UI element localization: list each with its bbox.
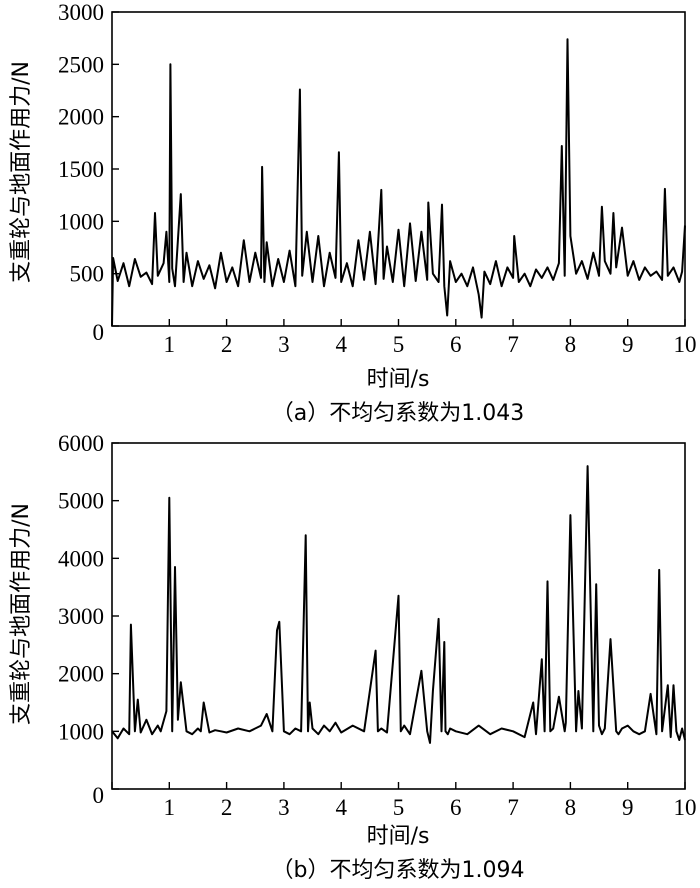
panel-b-x-tick-label: 1 bbox=[164, 795, 176, 820]
panel-b-y-tick-label: 2000 bbox=[58, 662, 104, 687]
panel-b-y-tick-label: 0 bbox=[93, 783, 105, 808]
panel-b-plot-frame bbox=[111, 442, 686, 790]
panel-b-y-tick-labels: 0 1000 2000 3000 4000 5000 6000 bbox=[58, 431, 104, 808]
panel-b-y-tick-label: 6000 bbox=[58, 431, 104, 456]
panel-b-caption: （b）不均匀系数为1.094 bbox=[272, 858, 525, 883]
panel-b-x-tick-label: 5 bbox=[393, 795, 405, 820]
panel-b-series-line bbox=[111, 465, 686, 744]
panel-b-y-tick-label: 5000 bbox=[58, 489, 104, 514]
panel-a-x-tick-label: 8 bbox=[565, 332, 577, 357]
panel-a-x-tick-label: 10 bbox=[674, 332, 697, 357]
panel-a-x-tick-labels: 1 2 3 4 5 6 7 8 9 10 bbox=[164, 332, 697, 357]
panel-a-y-tick-label: 2500 bbox=[58, 52, 104, 77]
panel-a-x-tick-label: 4 bbox=[335, 332, 347, 357]
panel-a-x-tick-label: 3 bbox=[278, 332, 290, 357]
panel-b-x-tick-label: 6 bbox=[450, 795, 462, 820]
panel-b-x-tick-label: 3 bbox=[278, 795, 290, 820]
panel-b-y-tick-label: 4000 bbox=[58, 546, 104, 571]
panel-a-plot-frame bbox=[111, 11, 686, 327]
panel-a-x-tick-label: 7 bbox=[507, 332, 519, 357]
panel-b-x-axis-label: 时间/s bbox=[367, 824, 430, 849]
panel-a-x-tick-label: 6 bbox=[450, 332, 462, 357]
panel-b-x-tick-label: 7 bbox=[507, 795, 519, 820]
chart-panel-a: 1 2 3 4 5 6 7 8 9 10 0 500 1000 1500 2000 2500 3000 时间/… bbox=[9, 0, 697, 426]
panel-a-y-tick-label: 500 bbox=[70, 262, 105, 287]
panel-b-x-tick-label: 10 bbox=[674, 795, 697, 820]
panel-b-y-axis-label: 支重轮与地面作用力/N bbox=[9, 503, 34, 725]
panel-a-y-axis-label: 支重轮与地面作用力/N bbox=[9, 61, 34, 283]
panel-a-y-tick-label: 0 bbox=[93, 320, 105, 345]
panel-a-series-line bbox=[111, 38, 686, 327]
panel-a-y-tick-label: 2000 bbox=[58, 105, 104, 130]
panel-a-x-tick-label: 5 bbox=[393, 332, 405, 357]
panel-b-x-tick-label: 2 bbox=[221, 795, 233, 820]
panel-b-y-tick-label: 1000 bbox=[58, 719, 104, 744]
panel-a-x-tick-label: 1 bbox=[164, 332, 176, 357]
panel-a-x-tick-label: 2 bbox=[221, 332, 233, 357]
panel-a-x-axis-label: 时间/s bbox=[367, 367, 430, 392]
panel-a-y-tick-label: 3000 bbox=[58, 0, 104, 25]
panel-b-x-tick-label: 4 bbox=[335, 795, 347, 820]
panel-a-y-tick-labels: 0 500 1000 1500 2000 2500 3000 bbox=[58, 0, 104, 345]
panel-b-x-tick-labels: 1 2 3 4 5 6 7 8 9 10 bbox=[164, 795, 697, 820]
panel-a-caption: （a）不均匀系数为1.043 bbox=[272, 401, 524, 426]
panel-a-y-tick-label: 1000 bbox=[58, 209, 104, 234]
panel-a-ticks bbox=[111, 11, 686, 327]
chart-panel-b: 1 2 3 4 5 6 7 8 9 10 0 1000 2000 3000 4000 5000 6000 时间… bbox=[9, 431, 697, 883]
panel-b-x-tick-label: 8 bbox=[565, 795, 577, 820]
panel-a-y-tick-label: 1500 bbox=[58, 157, 104, 182]
panel-b-x-tick-label: 9 bbox=[622, 795, 634, 820]
panel-a-x-tick-label: 9 bbox=[622, 332, 634, 357]
panel-b-y-tick-label: 3000 bbox=[58, 604, 104, 629]
